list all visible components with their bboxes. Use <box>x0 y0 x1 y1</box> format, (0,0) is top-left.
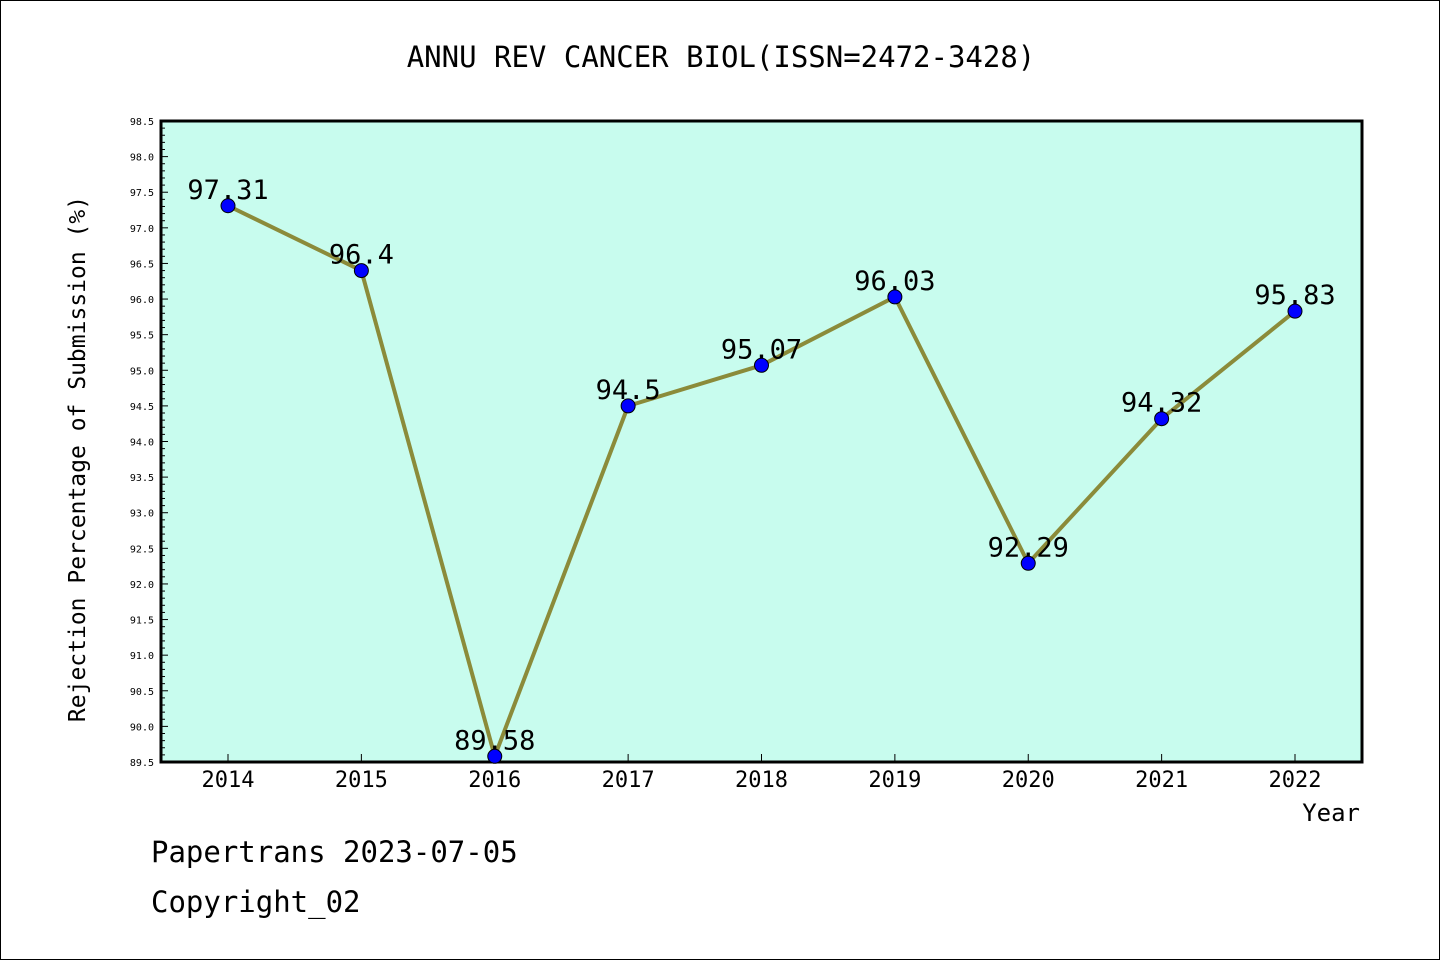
x-tick-label: 2019 <box>868 768 921 793</box>
data-point <box>1154 411 1170 427</box>
x-tick-label: 2018 <box>735 768 788 793</box>
data-point <box>1287 303 1303 319</box>
y-tick-label: 97.0 <box>130 224 154 235</box>
data-label: 89.58 <box>454 725 535 756</box>
y-tick-label: 93.5 <box>130 473 154 484</box>
x-tick-label: 2016 <box>468 768 521 793</box>
data-label: 95.83 <box>1254 280 1335 311</box>
data-point <box>754 357 769 373</box>
x-tick-label: 2022 <box>1269 768 1322 793</box>
y-tick-label: 95.0 <box>130 366 154 377</box>
y-axis-label: Rejection Percentage of Submission (%) <box>65 196 91 722</box>
y-tick-label: 90.0 <box>130 722 154 733</box>
y-tick-label: 96.5 <box>130 259 154 270</box>
y-tick-label: 92.5 <box>130 544 154 555</box>
data-label: 96.4 <box>329 240 394 271</box>
x-tick-label: 2014 <box>202 768 255 793</box>
y-tick-label: 97.5 <box>130 188 154 199</box>
data-point <box>887 289 903 305</box>
y-tick-label: 91.0 <box>130 651 154 662</box>
data-label: 94.32 <box>1121 388 1202 419</box>
y-axis: 89.5 90.0 90.5 91.0 91.5 92.0 92.5 93.0 93.5 94.0… <box>130 117 168 769</box>
x-axis-label: Year <box>1302 799 1360 827</box>
y-tick-label: 91.5 <box>130 616 154 627</box>
data-point <box>220 198 236 214</box>
data-label: 92.29 <box>988 532 1069 563</box>
data-point <box>620 398 636 414</box>
y-tick-label: 95.5 <box>130 331 154 342</box>
y-tick-label: 90.5 <box>130 687 154 698</box>
y-tick-label: 93.0 <box>130 509 154 520</box>
data-label: 95.07 <box>721 334 802 365</box>
footer-date: Papertrans 2023-07-05 <box>151 835 518 869</box>
x-tick-label: 2020 <box>1002 768 1055 793</box>
x-tick-label: 2017 <box>602 768 655 793</box>
plot-area <box>159 119 1364 764</box>
x-tick-label: 2015 <box>335 768 388 793</box>
y-tick-label: 89.5 <box>130 758 154 769</box>
data-point <box>1020 555 1036 571</box>
y-tick-label: 92.0 <box>130 580 154 591</box>
x-tick-label: 2021 <box>1135 768 1188 793</box>
data-label: 94.5 <box>596 375 661 406</box>
y-tick-label: 96.0 <box>130 295 154 306</box>
data-label: 97.31 <box>187 175 268 206</box>
data-point <box>353 263 369 279</box>
y-tick-label: 94.0 <box>130 438 154 449</box>
y-tick-label: 98.5 <box>130 117 154 128</box>
x-axis: 2014 2015 2016 2017 2018 2019 2020 2021 2022 <box>202 754 1322 793</box>
chart-title: ANNU REV CANCER BIOL(ISSN=2472-3428) <box>407 40 1036 74</box>
footer-copyright: Copyright_02 <box>151 885 361 919</box>
y-tick-label: 94.5 <box>130 402 154 413</box>
data-label: 96.03 <box>854 266 935 297</box>
y-tick-label: 98.0 <box>130 153 154 164</box>
data-point <box>487 748 503 764</box>
series-layer: 97.31 96.4 89.58 94.5 95.07 96.03 92.29 94.32 95… <box>187 175 1336 764</box>
